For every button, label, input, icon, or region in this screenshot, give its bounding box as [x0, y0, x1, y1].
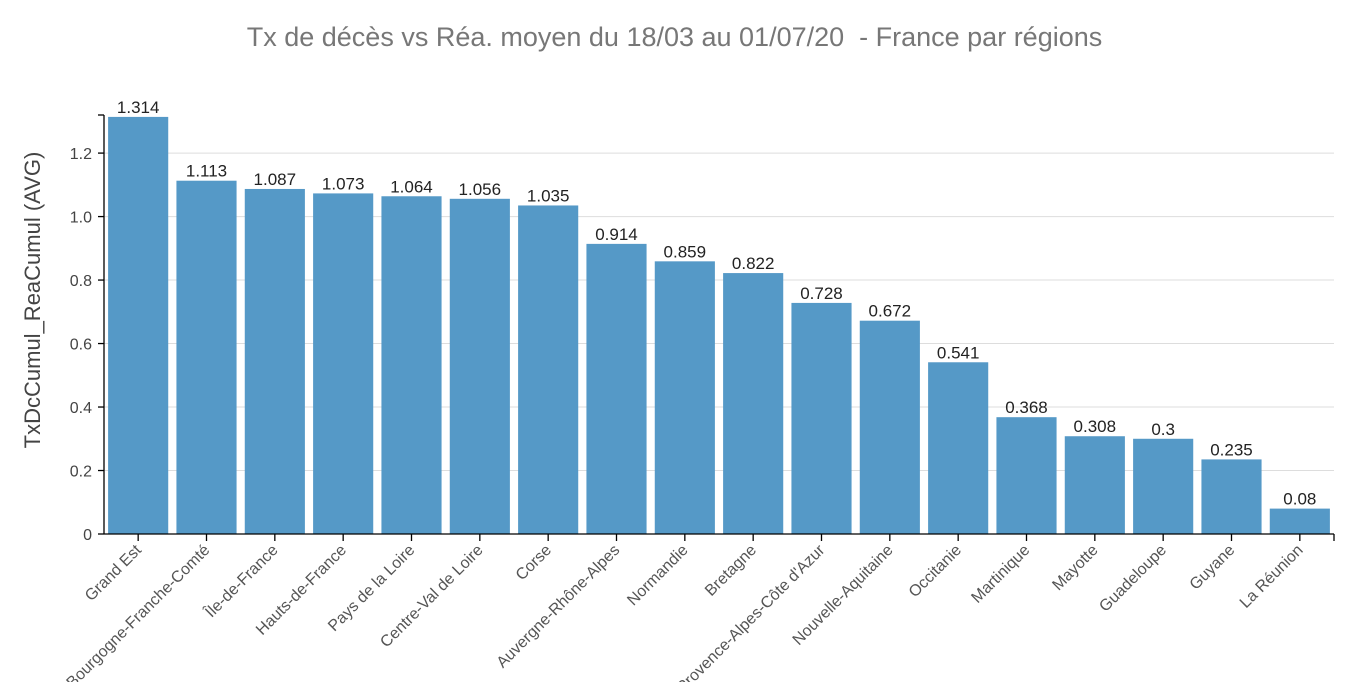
- y-tick-label: 1.2: [70, 146, 92, 163]
- x-tick-label: Auvergne-Rhône-Alpes: [494, 542, 624, 672]
- bar[interactable]: [313, 193, 374, 534]
- y-tick-label: 0.4: [70, 400, 92, 417]
- x-tick-label: Mayotte: [1049, 542, 1101, 594]
- y-axis-label: TxDcCumul_ReaCumul (AVG): [20, 152, 45, 449]
- grid-lines: [104, 152, 1334, 472]
- x-tick-label: Bourgogne-Franche-Comté: [64, 542, 214, 682]
- bar-value-label: 1.035: [527, 186, 570, 205]
- bar[interactable]: [654, 261, 715, 534]
- x-tick-label: Corse: [513, 542, 555, 584]
- bar[interactable]: [244, 188, 305, 535]
- bar[interactable]: [586, 243, 647, 534]
- bar-value-label: 0.822: [732, 254, 775, 273]
- x-tick-label: Guadeloupe: [1096, 542, 1170, 616]
- bar-value-label: 0.235: [1210, 440, 1253, 459]
- x-tick-label: Normandie: [624, 542, 691, 609]
- bar[interactable]: [108, 116, 169, 535]
- bar-value-label: 0.914: [595, 225, 638, 244]
- bar[interactable]: [1269, 508, 1330, 534]
- bar-value-label: 0.859: [664, 242, 707, 261]
- x-tick-label: Bretagne: [702, 542, 760, 600]
- bar[interactable]: [381, 196, 442, 534]
- bar-value-label: 1.073: [322, 174, 365, 193]
- x-tick-label: Guyane: [1187, 542, 1239, 594]
- bar[interactable]: [996, 417, 1057, 534]
- bar-value-label: 0.728: [800, 284, 843, 303]
- bar[interactable]: [1133, 438, 1194, 534]
- bar[interactable]: [859, 320, 920, 534]
- y-tick-label: 0: [83, 527, 92, 544]
- x-tick-label: Martinique: [968, 542, 1033, 607]
- bar-value-label: 0.368: [1005, 398, 1048, 417]
- bar-value-label: 0.08: [1283, 490, 1316, 509]
- bar[interactable]: [791, 302, 852, 534]
- bar-value-label: 0.672: [869, 302, 912, 321]
- bar-value-label: 1.314: [117, 98, 160, 117]
- y-axis-tick-labels: 0 0.2 0.4 0.6 0.8 1.0 1.2: [70, 146, 92, 544]
- y-tick-label: 0.6: [70, 337, 92, 354]
- bar-value-label: 0.3: [1151, 420, 1175, 439]
- y-tick-label: 0.8: [70, 273, 92, 290]
- x-tick-label: Occitanie: [906, 542, 965, 601]
- bar[interactable]: [176, 180, 237, 534]
- bar[interactable]: [449, 198, 510, 535]
- bar[interactable]: [1201, 459, 1262, 534]
- x-tick-label: Grand Est: [82, 541, 145, 604]
- bar[interactable]: [518, 205, 579, 534]
- value-labels: 1.314 1.113 1.087 1.073 1.064 1.056 1.035 0.914…: [117, 98, 1316, 509]
- bar-value-label: 1.087: [254, 170, 297, 189]
- y-tick-label: 0.2: [70, 464, 92, 481]
- bar-value-label: 1.064: [390, 177, 433, 196]
- y-tick-label: 1.0: [70, 210, 92, 227]
- bar[interactable]: [723, 273, 784, 534]
- x-tick-label: La Réunion: [1237, 542, 1307, 612]
- x-axis-tick-labels: Grand EstBourgogne-Franche-ComtéÎle-de-F…: [64, 540, 1307, 682]
- bar-value-label: 0.541: [937, 343, 980, 362]
- bar-value-label: 0.308: [1074, 417, 1117, 436]
- bar-value-label: 1.056: [459, 180, 502, 199]
- bar-value-label: 1.113: [186, 162, 227, 181]
- axes: [98, 114, 1335, 541]
- bar[interactable]: [928, 362, 989, 534]
- bar[interactable]: [1064, 436, 1125, 534]
- bars: [108, 116, 1330, 535]
- chart-title: Tx de décès vs Réa. moyen du 18/03 au 01…: [246, 22, 1103, 52]
